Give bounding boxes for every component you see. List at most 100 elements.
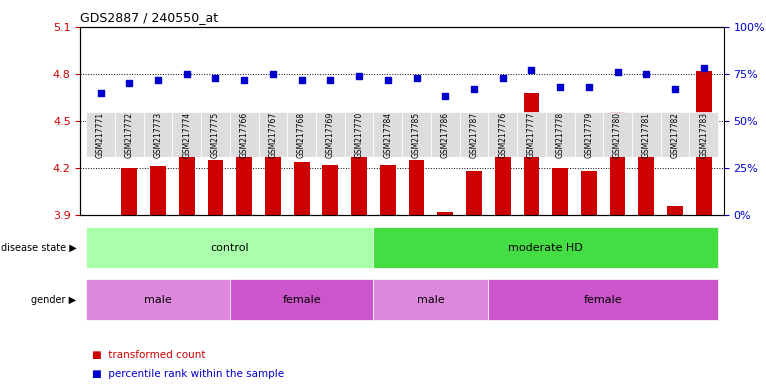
Bar <box>437 212 453 215</box>
FancyBboxPatch shape <box>574 112 604 157</box>
Point <box>411 74 423 81</box>
Bar <box>696 71 712 215</box>
Text: GSM217779: GSM217779 <box>584 111 594 158</box>
Bar <box>121 168 137 215</box>
Text: GSM217773: GSM217773 <box>153 111 162 158</box>
FancyBboxPatch shape <box>373 112 402 157</box>
Text: GSM217772: GSM217772 <box>125 111 134 158</box>
FancyBboxPatch shape <box>230 279 373 320</box>
FancyBboxPatch shape <box>661 112 689 157</box>
Text: GSM217776: GSM217776 <box>498 111 507 158</box>
Text: GSM217782: GSM217782 <box>670 112 679 157</box>
Text: female: female <box>283 295 321 305</box>
FancyBboxPatch shape <box>230 112 258 157</box>
FancyBboxPatch shape <box>460 112 489 157</box>
Text: GSM217784: GSM217784 <box>383 111 392 158</box>
FancyBboxPatch shape <box>86 279 230 320</box>
Point <box>209 74 221 81</box>
Bar <box>667 206 683 215</box>
Point <box>439 93 451 99</box>
FancyBboxPatch shape <box>172 112 201 157</box>
Point <box>94 90 106 96</box>
Text: GSM217768: GSM217768 <box>297 111 306 158</box>
Text: control: control <box>211 243 249 253</box>
Text: ■  transformed count: ■ transformed count <box>92 350 205 360</box>
Bar <box>293 162 309 215</box>
Point <box>267 71 279 77</box>
Point <box>698 65 710 71</box>
Text: male: male <box>144 295 172 305</box>
FancyBboxPatch shape <box>489 112 517 157</box>
Bar <box>466 171 482 215</box>
FancyBboxPatch shape <box>287 112 316 157</box>
FancyBboxPatch shape <box>345 112 373 157</box>
Point <box>296 76 308 83</box>
Bar <box>581 171 597 215</box>
FancyBboxPatch shape <box>201 112 230 157</box>
FancyBboxPatch shape <box>316 112 345 157</box>
Point <box>381 76 394 83</box>
Point <box>353 73 365 79</box>
FancyBboxPatch shape <box>86 227 373 268</box>
Point <box>611 69 624 75</box>
Point <box>669 86 681 92</box>
Bar <box>380 165 396 215</box>
Text: GSM217774: GSM217774 <box>182 111 192 158</box>
Point <box>123 80 136 86</box>
Bar <box>150 166 166 215</box>
Text: ■  percentile rank within the sample: ■ percentile rank within the sample <box>92 369 284 379</box>
Point <box>554 84 566 90</box>
Bar <box>208 160 224 215</box>
Bar <box>236 156 252 215</box>
Bar <box>178 156 195 215</box>
Point <box>324 76 336 83</box>
Bar <box>523 93 539 215</box>
Point <box>152 76 164 83</box>
Text: female: female <box>584 295 623 305</box>
FancyBboxPatch shape <box>373 279 489 320</box>
FancyBboxPatch shape <box>489 279 719 320</box>
FancyBboxPatch shape <box>402 112 430 157</box>
Point <box>583 84 595 90</box>
Point <box>525 67 538 73</box>
Text: GSM217767: GSM217767 <box>268 111 277 158</box>
Text: GSM217775: GSM217775 <box>211 111 220 158</box>
FancyBboxPatch shape <box>545 112 574 157</box>
Point <box>238 76 250 83</box>
Point <box>181 71 193 77</box>
FancyBboxPatch shape <box>86 112 115 157</box>
Bar <box>638 131 654 215</box>
FancyBboxPatch shape <box>517 112 545 157</box>
Text: gender ▶: gender ▶ <box>31 295 77 305</box>
Text: GDS2887 / 240550_at: GDS2887 / 240550_at <box>80 11 218 24</box>
Text: GSM217777: GSM217777 <box>527 111 536 158</box>
FancyBboxPatch shape <box>689 112 719 157</box>
FancyBboxPatch shape <box>373 227 719 268</box>
FancyBboxPatch shape <box>604 112 632 157</box>
Text: GSM217769: GSM217769 <box>326 111 335 158</box>
Text: GSM217781: GSM217781 <box>642 112 651 157</box>
Bar <box>610 112 626 215</box>
Text: disease state ▶: disease state ▶ <box>1 243 77 253</box>
Text: GSM217771: GSM217771 <box>96 111 105 158</box>
Text: GSM217785: GSM217785 <box>412 111 421 158</box>
Text: GSM217783: GSM217783 <box>699 111 709 158</box>
FancyBboxPatch shape <box>258 112 287 157</box>
Bar <box>265 121 281 215</box>
Text: GSM217787: GSM217787 <box>470 111 479 158</box>
Text: GSM217778: GSM217778 <box>555 111 565 158</box>
Text: GSM217780: GSM217780 <box>613 111 622 158</box>
Bar <box>495 156 511 215</box>
FancyBboxPatch shape <box>115 112 144 157</box>
Text: GSM217766: GSM217766 <box>240 111 249 158</box>
Text: male: male <box>417 295 445 305</box>
FancyBboxPatch shape <box>430 112 460 157</box>
FancyBboxPatch shape <box>632 112 661 157</box>
Point <box>468 86 480 92</box>
Bar <box>552 168 568 215</box>
Bar <box>408 160 424 215</box>
Text: GSM217770: GSM217770 <box>355 111 364 158</box>
FancyBboxPatch shape <box>144 112 172 157</box>
Bar <box>322 165 339 215</box>
Point <box>496 74 509 81</box>
